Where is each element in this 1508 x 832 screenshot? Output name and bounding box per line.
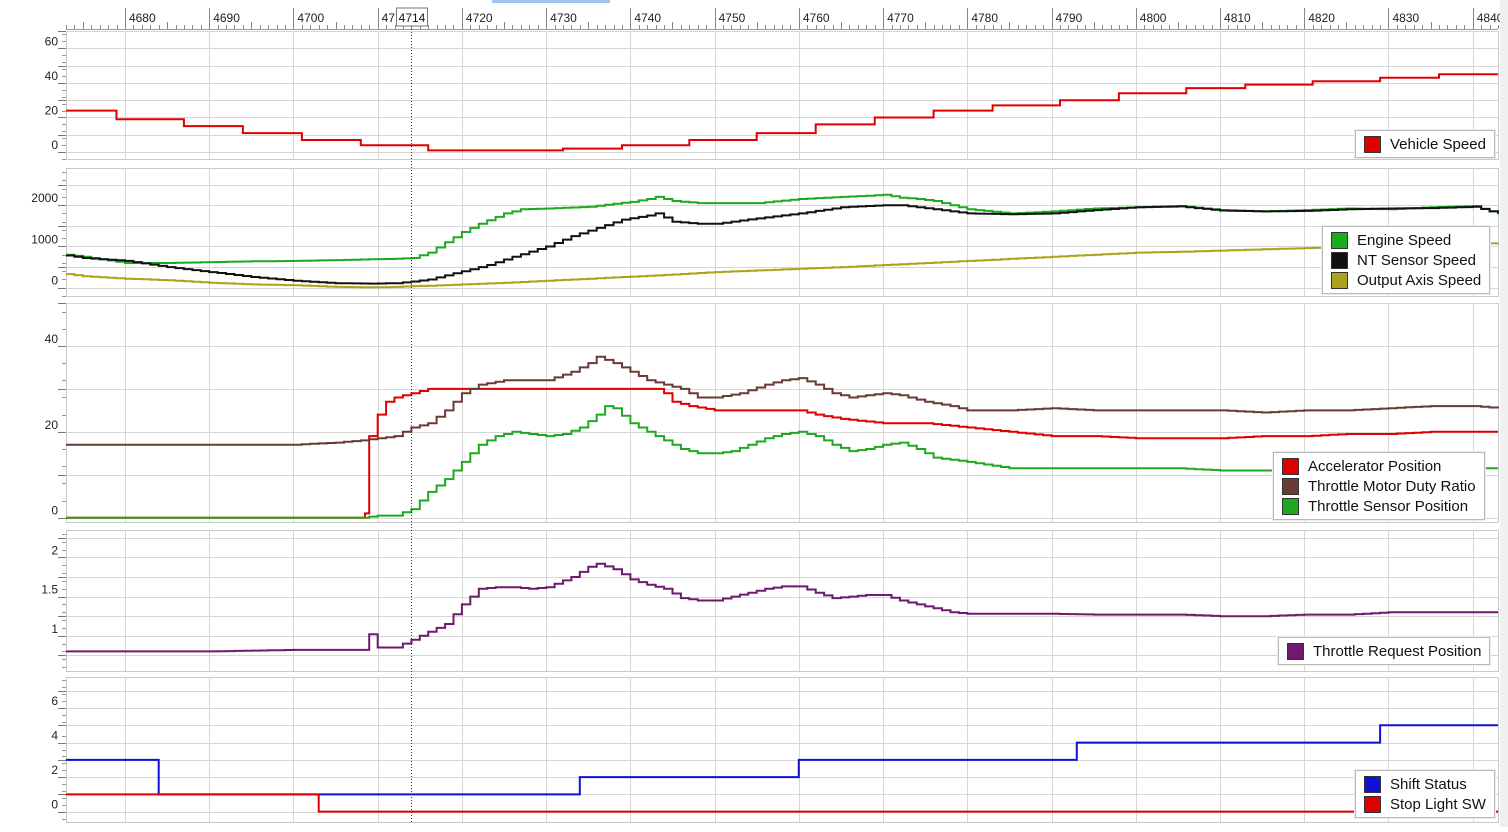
y-tick-label: 4 [51, 729, 58, 743]
series-line-throttle-motor-duty-ratio [66, 355, 1499, 446]
legend-item[interactable]: Throttle Motor Duty Ratio [1282, 476, 1476, 496]
y-tick-label: 2 [51, 543, 58, 557]
legend-swatch [1331, 251, 1348, 269]
legend-swatch [1331, 271, 1348, 289]
y-tick-label: 60 [45, 34, 59, 48]
legend-label: Vehicle Speed [1390, 135, 1486, 153]
scroll-thumb [492, 0, 610, 3]
x-tick-label: 4750 [719, 11, 746, 25]
legend-label: Engine Speed [1357, 231, 1452, 249]
x-tick-label: 4820 [1308, 11, 1335, 25]
legend-label: NT Sensor Speed [1357, 251, 1476, 269]
y-tick-label: 2000 [31, 191, 58, 205]
legend-swatch [1287, 642, 1304, 660]
cursor-label: 4714 [399, 11, 426, 25]
legend-item[interactable]: Engine Speed [1331, 230, 1481, 250]
legend-label: Throttle Request Position [1313, 642, 1482, 660]
series-line-throttle-request-position [66, 562, 1498, 653]
x-tick-label: 4770 [887, 11, 914, 25]
x-tick-label: 4720 [466, 11, 493, 25]
legend-item[interactable]: Throttle Sensor Position [1282, 496, 1476, 516]
y-tick-label: 1000 [31, 232, 58, 246]
legend-item[interactable]: Stop Light SW [1364, 794, 1486, 814]
legend-label: Throttle Sensor Position [1308, 497, 1469, 515]
series-line-output-axis-speed [66, 242, 1499, 289]
x-tick-label: 4690 [213, 11, 240, 25]
y-tick-label: 0 [51, 504, 58, 518]
legend-item[interactable]: Vehicle Speed [1364, 134, 1486, 154]
x-tick-label: 4760 [803, 11, 830, 25]
y-tick-label: 0 [51, 138, 58, 152]
legend-swatch [1364, 135, 1381, 153]
legend-swatch [1364, 795, 1381, 813]
y-tick-label: 0 [51, 274, 58, 288]
series-line-stop-light-sw [66, 793, 1498, 813]
legend-swatch [1364, 775, 1381, 793]
cursor-label-box [396, 7, 428, 27]
legend-throttle: Accelerator Position Throttle Motor Duty … [1273, 452, 1485, 520]
panel-frame [66, 168, 1499, 297]
series-line-accelerator-position [66, 387, 1498, 519]
legend-throttle-request: Throttle Request Position [1278, 637, 1491, 665]
x-tick-label: 4800 [1140, 11, 1167, 25]
legend-item[interactable]: Output Axis Speed [1331, 270, 1481, 290]
series-line-nt-sensor-speed [66, 204, 1499, 285]
x-tick-label: 4730 [550, 11, 577, 25]
x-tick-label: 4830 [1392, 11, 1419, 25]
y-tick-label: 0 [51, 798, 58, 812]
y-tick-label: 1.5 [41, 583, 58, 597]
legend-item[interactable]: Accelerator Position [1282, 456, 1476, 476]
series-line-vehicle-speed [66, 73, 1498, 152]
panel-throttle: 0 20 40 [45, 303, 1499, 523]
panel-speeds: 0 1000 2000 [31, 168, 1499, 297]
x-tick-label: 4790 [1056, 11, 1083, 25]
x-tick-label: 4780 [971, 11, 998, 25]
legend-item[interactable]: Throttle Request Position [1287, 641, 1481, 661]
panel-shift: 0 2 4 6 [51, 677, 1499, 823]
panel-frame [66, 31, 1499, 160]
legend-swatch [1282, 457, 1299, 475]
series-line-throttle-sensor-position [66, 405, 1498, 519]
legend-vehicle-speed: Vehicle Speed [1355, 130, 1495, 158]
y-tick-label: 1 [51, 622, 58, 636]
x-tick-label: 4740 [634, 11, 661, 25]
legend-label: Accelerator Position [1308, 457, 1442, 475]
panel-frame [66, 530, 1499, 672]
panel-frame [66, 677, 1499, 823]
x-tick-label: 4680 [129, 11, 156, 25]
y-tick-label: 40 [45, 332, 59, 346]
series-line-shift-status [66, 724, 1498, 796]
y-tick-label: 20 [45, 103, 59, 117]
x-tick-label: 4840 [1477, 11, 1504, 25]
legend-label: Shift Status [1390, 775, 1467, 793]
legend-swatch [1331, 231, 1348, 249]
y-tick-label: 20 [45, 418, 59, 432]
time-ruler: 4680 4690 4700 47 4720 4730 4740 4750 4760 4770 47… [66, 8, 1504, 30]
panel-throttle-request: 11.52 [41, 530, 1499, 672]
legend-speeds: Engine Speed NT Sensor Speed Output Axis S… [1322, 226, 1491, 294]
legend-swatch [1282, 477, 1299, 495]
panel-vehicle-speed: 0 20 40 60 [45, 31, 1499, 160]
legend-item[interactable]: NT Sensor Speed [1331, 250, 1481, 270]
x-tick-label: 4810 [1224, 11, 1251, 25]
y-tick-label: 2 [51, 763, 58, 777]
legend-item[interactable]: Shift Status [1364, 774, 1486, 794]
y-tick-label: 40 [45, 69, 59, 83]
legend-label: Stop Light SW [1390, 795, 1486, 813]
legend-label: Output Axis Speed [1357, 271, 1482, 289]
legend-label: Throttle Motor Duty Ratio [1308, 477, 1476, 495]
x-tick-label: 4700 [297, 11, 324, 25]
vertical-scrollbar [1500, 0, 1508, 827]
x-tick-label: 47 [382, 11, 396, 25]
y-tick-label: 6 [51, 694, 58, 708]
legend-swatch [1282, 497, 1299, 515]
legend-shift: Shift Status Stop Light SW [1355, 770, 1495, 818]
